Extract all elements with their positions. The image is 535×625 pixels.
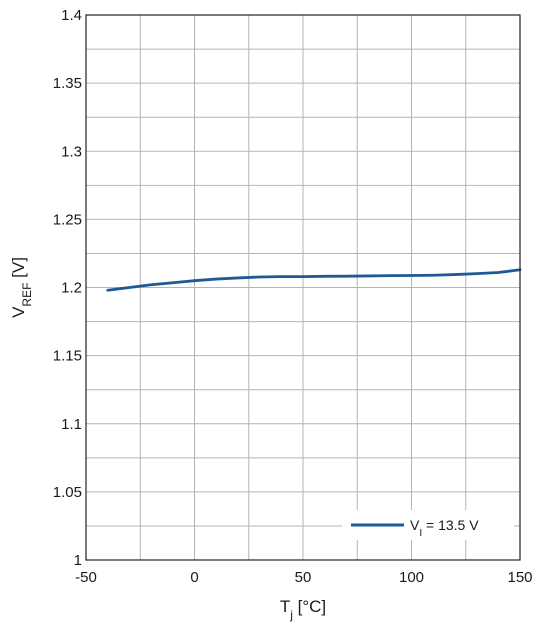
y-tick-label: 1.3 xyxy=(61,143,82,160)
grid xyxy=(86,15,520,560)
x-tick-label: -50 xyxy=(75,569,97,586)
x-tick-label: 150 xyxy=(507,569,532,586)
legend-label: VI = 13.5 V xyxy=(410,517,479,539)
y-axis-title-main: V xyxy=(9,306,28,318)
y-tick-label: 1.2 xyxy=(61,280,82,297)
x-axis-title-sub: j xyxy=(289,608,293,622)
legend-label-main: V xyxy=(410,517,420,533)
plot-frame xyxy=(85,14,521,561)
x-tick-label: 100 xyxy=(399,569,424,586)
y-tick-label: 1 xyxy=(74,552,82,569)
x-tick-labels: -50 0 50 100 150 xyxy=(75,569,532,586)
x-tick-label: 50 xyxy=(295,569,312,586)
legend: VI = 13.5 V xyxy=(342,510,514,540)
y-tick-labels: 1 1.05 1.1 1.15 1.2 1.25 1.3 1.35 1.4 xyxy=(53,7,82,569)
series-line xyxy=(106,268,522,292)
series-layer xyxy=(106,268,522,292)
y-tick-label: 1.15 xyxy=(53,348,82,365)
y-axis-title-sub: REF xyxy=(20,283,34,307)
y-tick-label: 1.25 xyxy=(53,211,82,228)
x-axis-title: Tj [°C] xyxy=(280,597,326,622)
y-tick-label: 1.1 xyxy=(61,416,82,433)
y-axis-title-rest: [V] xyxy=(9,257,28,283)
x-axis-title-rest: [°C] xyxy=(293,597,326,616)
y-tick-label: 1.05 xyxy=(53,484,82,501)
x-tick-label: 0 xyxy=(190,569,198,586)
y-axis-title: VREF [V] xyxy=(9,257,34,318)
y-tick-label: 1.35 xyxy=(53,75,82,92)
legend-label-sub: I xyxy=(419,528,422,539)
x-axis-title-main: T xyxy=(280,597,290,616)
legend-label-rest: = 13.5 V xyxy=(422,517,479,533)
y-tick-label: 1.4 xyxy=(61,7,82,24)
